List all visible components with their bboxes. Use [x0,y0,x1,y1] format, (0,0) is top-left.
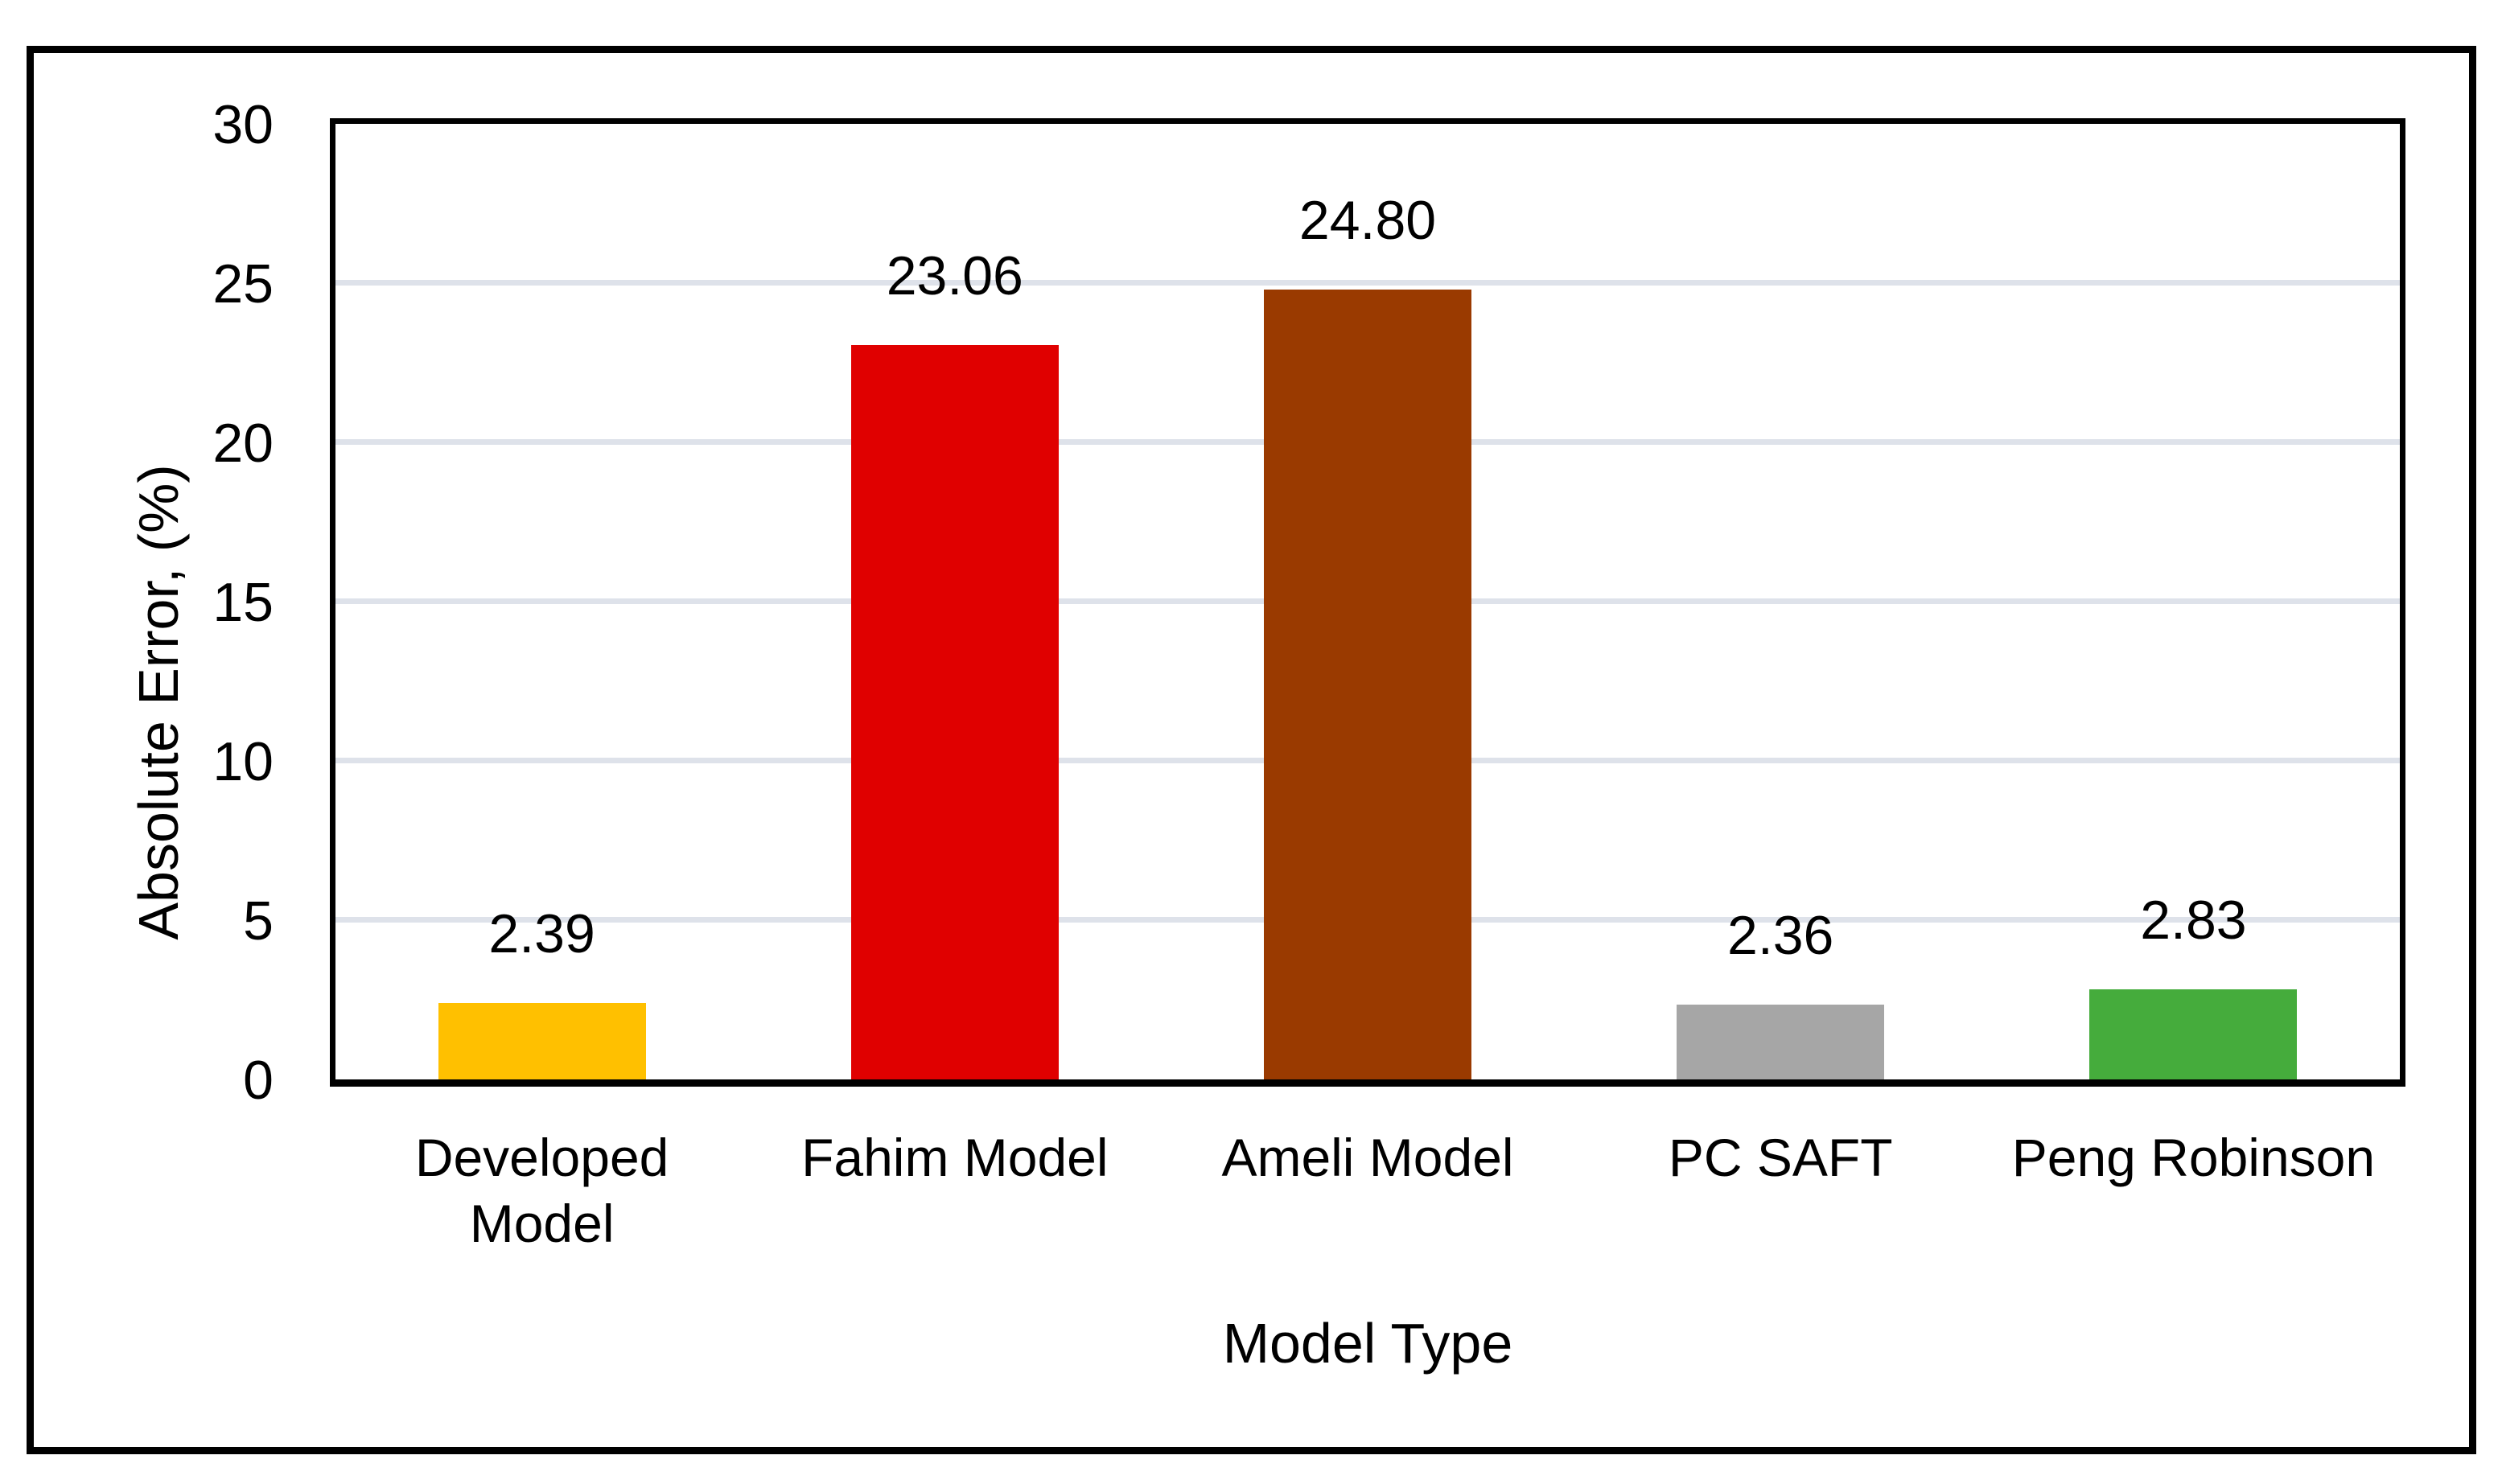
category-label-line: PC SAFT [1668,1128,1893,1187]
plot-area: 2.39 23.06 24.80 2.36 2.83 [330,118,2405,1087]
category-label: Developed Model [335,1124,748,1256]
bar-0 [438,1003,646,1079]
bar-1 [850,344,1059,1079]
bar-value-label: 2.39 [488,903,595,965]
bar-column: 24.80 [1161,124,1574,1079]
y-tick-label-20: 20 [212,413,274,474]
y-tick-label-0: 0 [243,1050,274,1111]
bar-3 [1677,1004,1885,1079]
category-label: Fahim Model [748,1124,1161,1256]
y-tick-label-5: 5 [243,890,274,952]
category-label-line: Peng Robinson [2011,1128,2376,1187]
bar-column: 2.83 [1987,124,2400,1079]
gridline-25 [335,280,2400,286]
y-tick-label-15: 15 [212,572,274,633]
bar-column: 2.36 [1574,124,1987,1079]
y-tick-label-10: 10 [212,731,274,792]
category-label: Ameli Model [1161,1124,1574,1256]
category-label-line: Fahim Model [801,1128,1109,1187]
x-axis-title: Model Type [1222,1312,1513,1375]
x-axis-category-labels: Developed Model Fahim Model Ameli Model PC S… [335,1124,2400,1256]
bar-value-label: 23.06 [886,245,1023,306]
y-axis-title: Absolute Error, (%) [127,464,190,940]
category-label-line: Developed [414,1128,669,1187]
bar-value-label: 24.80 [1298,189,1437,251]
bar-2 [1264,289,1471,1079]
bar-value-label: 2.36 [1727,904,1834,966]
bar-4 [2089,989,2298,1079]
y-tick-label-25: 25 [212,253,274,314]
y-tick-label-30: 30 [212,94,274,155]
category-label-line: Model [469,1194,615,1253]
category-label: PC SAFT [1574,1124,1987,1256]
bar-column: 23.06 [748,124,1161,1079]
category-label-line: Ameli Model [1221,1128,1514,1187]
bar-value-label: 2.83 [2140,889,2247,951]
bars-container: 2.39 23.06 24.80 2.36 2.83 [335,124,2400,1079]
bar-column: 2.39 [335,124,748,1079]
category-label: Peng Robinson [1987,1124,2400,1256]
